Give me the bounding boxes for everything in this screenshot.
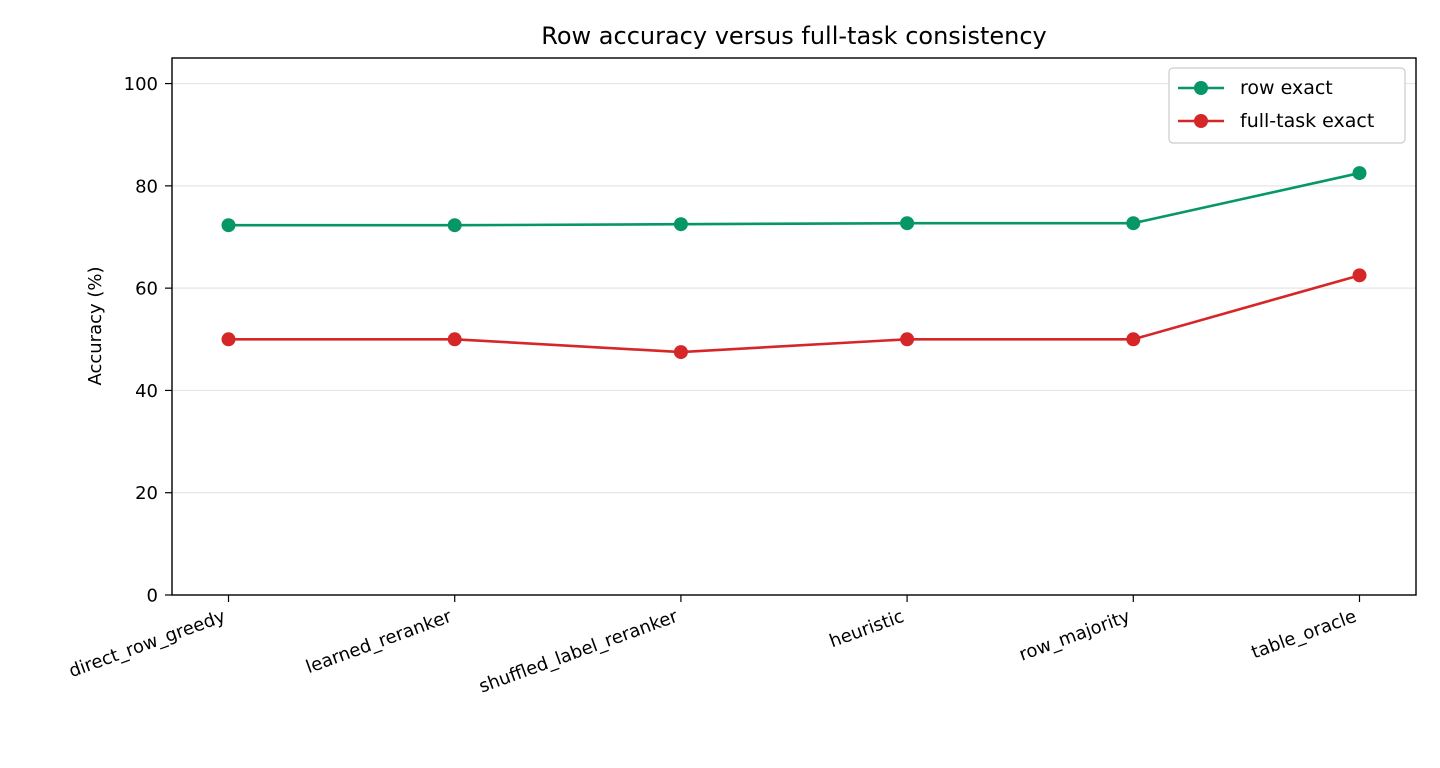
legend-marker-full-task-exact (1194, 114, 1208, 128)
data-point-row-exact (1352, 166, 1367, 181)
x-tick-label: heuristic (827, 606, 907, 652)
y-tick-label: 0 (147, 586, 158, 607)
legend-label-row-exact: row exact (1240, 77, 1333, 99)
x-tick-label: row_majority (1016, 606, 1133, 666)
legend: row exact full-task exact (1168, 67, 1406, 144)
data-point-row-exact (221, 218, 236, 233)
data-point-full-task-exact (447, 332, 462, 347)
y-tick-label: 40 (135, 381, 158, 402)
legend-label-full-task-exact: full-task exact (1240, 110, 1374, 132)
data-point-full-task-exact (1352, 268, 1367, 283)
data-point-full-task-exact (900, 332, 915, 347)
y-tick-label: 100 (124, 74, 158, 95)
chart-title: Row accuracy versus full-task consistenc… (541, 22, 1047, 50)
series-line-row-exact (228, 171, 1360, 227)
data-point-full-task-exact (221, 332, 236, 347)
x-tick-label: table_oracle (1249, 606, 1360, 663)
series-layer (221, 166, 1367, 360)
data-point-row-exact (447, 218, 462, 233)
y-axis-title: Accuracy (%) (85, 266, 106, 385)
y-tick-label: 80 (135, 176, 158, 197)
x-tick-label: shuffled_label_reranker (476, 606, 681, 698)
x-axis: direct_row_greedy learned_reranker shuffle… (66, 595, 1361, 698)
y-tick-label: 20 (135, 483, 158, 504)
series-line-full-task-exact (228, 274, 1360, 354)
data-point-row-exact (900, 216, 915, 231)
data-point-full-task-exact (673, 345, 688, 360)
data-point-row-exact (1126, 216, 1141, 231)
y-tick-label: 60 (135, 279, 158, 300)
gridlines (172, 82, 1416, 494)
legend-marker-row-exact (1194, 81, 1208, 95)
x-tick-label: direct_row_greedy (66, 606, 228, 682)
legend-frame (1168, 67, 1406, 144)
plot-frame (171, 57, 1417, 596)
data-point-row-exact (673, 217, 688, 232)
y-axis: 0 20 40 60 80 100 (124, 74, 172, 607)
data-point-full-task-exact (1126, 332, 1141, 347)
x-tick-label: learned_reranker (303, 606, 455, 678)
